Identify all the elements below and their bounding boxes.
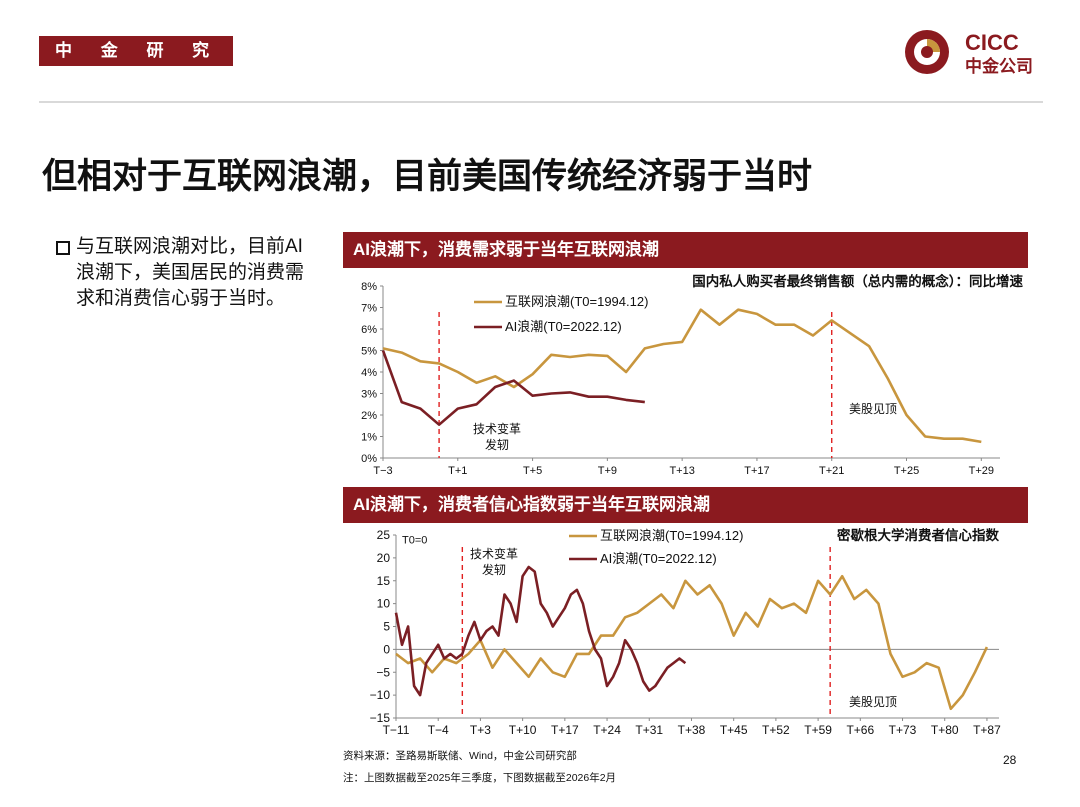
bullet-text: 与互联网浪潮对比，目前AI浪潮下，美国居民的消费需求和消费信心弱于当时。: [76, 236, 305, 309]
header-divider: [39, 101, 1043, 103]
x-tick-label: T+25: [894, 465, 919, 477]
x-tick-label: T+10: [509, 723, 537, 737]
y-tick-label: 15: [377, 574, 391, 588]
y-tick-label: 5%: [361, 346, 377, 358]
y-tick-label: 1%: [361, 432, 377, 444]
x-tick-label: T+80: [931, 723, 959, 737]
series-line-ai: [381, 350, 645, 426]
y-tick-label: −5: [376, 665, 390, 679]
legend-label: 互联网浪潮(T0=1994.12): [505, 294, 648, 309]
legend-label: AI浪潮(T0=2022.12): [505, 319, 622, 334]
chart-consumer-demand: 0% 1% 2% 3% 4% 5% 6% 7% 8% T−3 T+1 T+5 T+9 T+13 T+17 T+…: [361, 273, 1023, 477]
y-tick-label: 2%: [361, 410, 377, 422]
x-tick-label: T+45: [720, 723, 748, 737]
y-tick-label: 5: [383, 620, 390, 634]
x-tick-label: T+17: [551, 723, 579, 737]
y-tick-label: 3%: [361, 389, 377, 401]
chart2-panel-title: AI浪潮下，消费者信心指数弱于当年互联网浪潮: [343, 487, 1028, 523]
x-tick-label: T+38: [678, 723, 706, 737]
chart-title: 国内私人购买者最终销售额（总内需的概念）：同比增速: [692, 273, 1023, 289]
series-line-internet: [395, 574, 989, 711]
page-title: 但相对于互联网浪潮，目前美国传统经济弱于当时: [42, 157, 813, 196]
y-tick-label: 10: [377, 597, 391, 611]
x-tick-label: T+59: [804, 723, 832, 737]
x-tick-label: T+13: [669, 465, 694, 477]
page-number: 28: [1003, 753, 1017, 767]
brand-banner: 中 金 研 究 部: [39, 36, 233, 90]
x-tick-label: T+52: [762, 723, 790, 737]
bullet-square-icon: [56, 241, 70, 255]
y-tick-label: 4%: [361, 367, 377, 379]
x-tick-label: T+24: [593, 723, 621, 737]
y-tick-label: 0%: [361, 453, 377, 465]
event-annotation: 技术变革: [473, 421, 521, 436]
chart-title: 密歇根大学消费者信心指数: [836, 527, 999, 543]
x-tick-label: T+5: [523, 465, 542, 477]
y-tick-label: −10: [370, 688, 391, 702]
cicc-logo-text: CICC: [965, 30, 1019, 55]
cicc-logo-subtext: 中金公司: [965, 56, 1033, 76]
event-annotation: 发轫: [482, 562, 506, 577]
x-tick-label: T−11: [383, 723, 410, 737]
x-tick-label: T+3: [470, 723, 491, 737]
y-tick-label: 8%: [361, 281, 377, 293]
data-cutoff-note: 注：上图数据截至2025年三季度，下图数据截至2026年2月: [343, 772, 617, 784]
x-tick-label: T+66: [846, 723, 874, 737]
chart1-panel-title: AI浪潮下，消费需求弱于当年互联网浪潮: [343, 232, 1028, 268]
y-axis-note: T0=0: [402, 535, 427, 547]
event-annotation: 美股见顶: [849, 402, 897, 416]
x-tick-label: T−4: [428, 723, 449, 737]
bullet-point: 与互联网浪潮对比，目前AI浪潮下，美国居民的消费需求和消费信心弱于当时。: [56, 234, 314, 312]
legend-label: AI浪潮(T0=2022.12): [600, 551, 717, 566]
source-note: 资料来源：圣路易斯联储、Wind，中金公司研究部: [343, 750, 577, 762]
cicc-logo: CICC 中金公司: [905, 30, 1033, 76]
event-annotation: 技术变革: [470, 546, 518, 561]
x-tick-label: T−3: [373, 465, 392, 477]
y-tick-label: 20: [377, 551, 391, 565]
y-tick-label: 6%: [361, 324, 377, 336]
x-tick-label: T+87: [973, 723, 1001, 737]
event-annotation: 美股见顶: [849, 695, 897, 709]
x-tick-label: T+21: [819, 465, 844, 477]
series-line-internet: [382, 308, 982, 444]
chart-consumer-sentiment: −15 −10 −5 0 5 10 15 20 25 T−11 T−4 T+3 T+10 T+17 T+24…: [370, 527, 1001, 737]
x-tick-label: T+17: [744, 465, 769, 477]
legend-label: 互联网浪潮(T0=1994.12): [600, 528, 743, 543]
y-tick-label: 7%: [361, 303, 377, 315]
y-tick-label: −15: [370, 711, 391, 725]
event-annotation: 发轫: [485, 437, 509, 452]
x-tick-label: T+31: [635, 723, 663, 737]
y-tick-label: 25: [377, 528, 391, 542]
x-tick-label: T+73: [889, 723, 917, 737]
series-line-ai: [394, 565, 687, 697]
x-tick-label: T+1: [448, 465, 467, 477]
x-tick-label: T+9: [598, 465, 617, 477]
y-tick-label: 0: [383, 642, 390, 656]
x-tick-label: T+29: [969, 465, 994, 477]
